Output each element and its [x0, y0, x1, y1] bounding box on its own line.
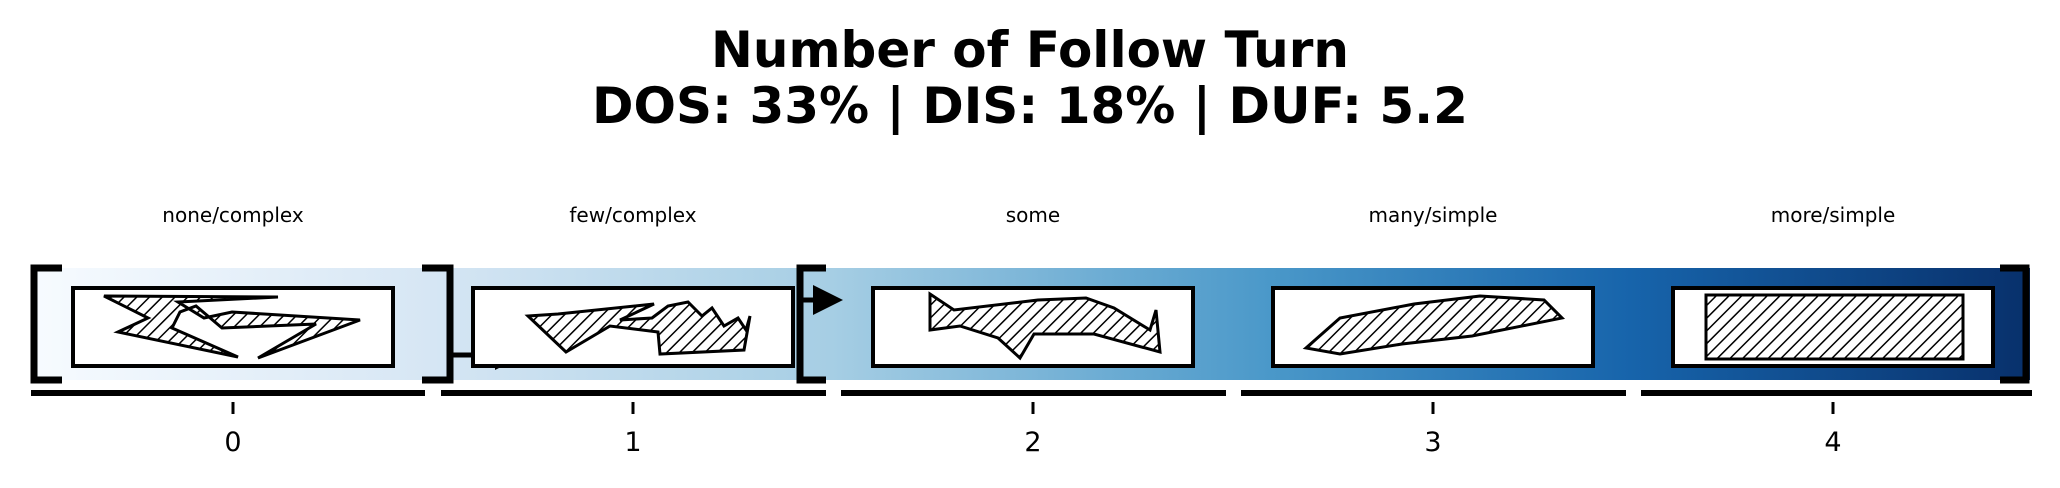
level-label: more/simple: [1771, 203, 1896, 227]
tick-label: 2: [1024, 427, 1041, 458]
level-3: many/simple 3: [1241, 203, 1626, 458]
hatched-glyph: [928, 291, 1162, 361]
level-label: few/complex: [569, 203, 696, 227]
bracket-left: [30, 264, 62, 384]
hatched-glyph: [524, 300, 752, 356]
level-label: none/complex: [162, 203, 304, 227]
hatched-glyph: [103, 294, 361, 360]
hatched-glyph: [1704, 293, 1965, 361]
tick-label: 4: [1824, 427, 1841, 458]
tick-label: 0: [224, 427, 241, 458]
tick-label: 3: [1424, 427, 1441, 458]
bracket-right: [422, 264, 454, 384]
bracket-right: [2000, 264, 2030, 384]
chart-subtitle: DOS: 33% | DIS: 18% | DUF: 5.2: [592, 77, 1468, 135]
hatched-glyph: [1302, 294, 1566, 356]
level-label: many/simple: [1368, 203, 1497, 227]
level-0: none/complex 0: [30, 203, 525, 458]
bracket-left: [796, 264, 826, 384]
chart-title: Number of Follow Turn: [711, 21, 1349, 79]
tick-label: 1: [624, 427, 641, 458]
level-2: some 2: [841, 203, 1226, 458]
level-1: few/complex 1: [441, 203, 843, 458]
level-label: some: [1006, 203, 1060, 227]
level-4: more/simple 4: [1641, 203, 2032, 458]
